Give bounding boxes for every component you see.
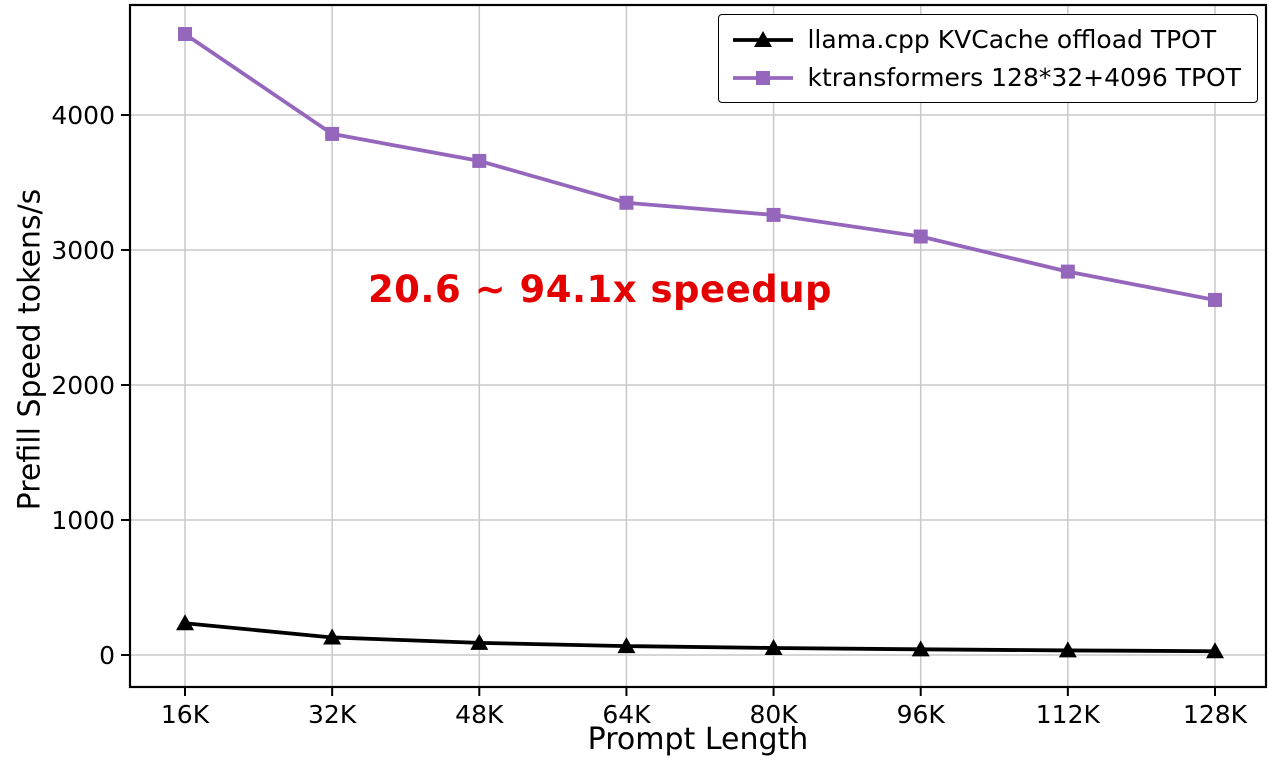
x-tick-label: 48K xyxy=(455,700,504,729)
square-marker-icon xyxy=(178,27,192,42)
y-tick-label: 4000 xyxy=(51,101,115,130)
legend-item: ktransformers 128*32+4096 TPOT xyxy=(731,63,1241,92)
square-marker-icon xyxy=(472,153,487,168)
series-line xyxy=(183,32,1217,302)
x-tick-label: 32K xyxy=(308,700,357,729)
square-marker-icon xyxy=(756,70,771,85)
square-marker-icon xyxy=(766,207,781,222)
triangle-marker-icon xyxy=(470,633,489,650)
legend-item: llama.cpp KVCache offload TPOT xyxy=(731,25,1241,54)
x-axis-label: Prompt Length xyxy=(587,722,809,757)
legend-label: ktransformers 128*32+4096 TPOT xyxy=(807,63,1241,92)
legend-line-sample xyxy=(733,70,794,85)
x-tick-label: 96K xyxy=(897,700,946,729)
triangle-marker-icon xyxy=(754,30,773,47)
triangle-marker-icon xyxy=(1206,642,1224,659)
triangle-marker-icon xyxy=(176,614,194,631)
triangle-marker-icon xyxy=(911,640,930,657)
legend-box: llama.cpp KVCache offload TPOT ktransform… xyxy=(718,14,1258,103)
square-marker-icon xyxy=(1060,264,1075,279)
y-tick-label: 1000 xyxy=(51,506,115,535)
x-tick-label: 128K xyxy=(1183,700,1248,729)
x-tick-label: 80K xyxy=(749,700,798,729)
series-line xyxy=(183,621,1217,654)
square-marker-icon xyxy=(1208,292,1222,307)
triangle-marker-icon xyxy=(764,638,783,655)
legend-line-sample xyxy=(733,30,794,47)
square-marker-icon xyxy=(913,229,928,244)
square-marker-icon xyxy=(619,195,634,210)
y-axis-label: Prefill Speed tokens/s xyxy=(12,188,48,511)
x-tick-label: 112K xyxy=(1036,700,1101,729)
triangle-marker-icon xyxy=(617,637,636,654)
y-tick-label: 3000 xyxy=(51,236,115,265)
plot-border xyxy=(128,3,1268,689)
speedup-annotation: 20.6 ~ 94.1x speedup xyxy=(367,268,833,311)
square-marker-icon xyxy=(325,126,340,141)
triangle-marker-icon xyxy=(323,628,342,645)
x-tick-label: 16K xyxy=(161,700,210,729)
triangle-marker-icon xyxy=(1058,641,1077,658)
x-tick-label: 64K xyxy=(602,700,651,729)
y-tick-label: 2000 xyxy=(51,371,115,400)
legend-label: llama.cpp KVCache offload TPOT xyxy=(807,25,1217,54)
y-tick-label: 0 xyxy=(99,641,115,670)
